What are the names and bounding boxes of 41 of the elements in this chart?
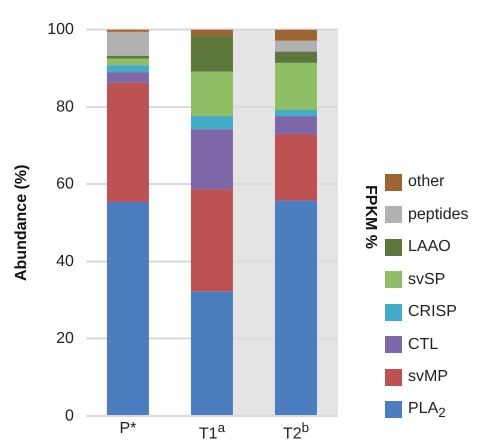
x-tick-label: T2$^{b}$ (282, 420, 310, 444)
bar (274, 200, 317, 415)
bar (190, 36, 233, 72)
bar (106, 56, 149, 59)
legend-label: PLA$_{2}$ (408, 400, 446, 420)
bar (274, 116, 317, 134)
bar (106, 58, 149, 66)
bar (106, 65, 149, 72)
bar (274, 52, 317, 63)
bar (106, 202, 149, 415)
bar (274, 110, 317, 116)
legend-label: LAAO (408, 238, 451, 256)
y-axis-title: Abundance (%) (13, 164, 30, 282)
bar (274, 62, 317, 110)
bar (274, 40, 317, 52)
bar (190, 291, 233, 415)
bar (106, 82, 149, 202)
bar (274, 30, 317, 41)
legend-label: other (408, 173, 444, 192)
bar (190, 189, 233, 292)
bar (106, 32, 149, 56)
bar (274, 134, 317, 200)
legend-label: peptides (408, 206, 468, 224)
x-tick-label: P* (118, 420, 138, 438)
bar (190, 72, 233, 116)
bar (190, 129, 233, 190)
legend-title: FPKM % (361, 184, 379, 251)
bar (106, 72, 149, 83)
y-tick-label: 20 (56, 330, 74, 348)
bar (190, 116, 233, 130)
y-tick-label: 80 (56, 98, 74, 116)
y-tick-label: 60 (56, 176, 74, 193)
y-tick-label: 40 (56, 252, 74, 270)
legend-label: svMP (408, 368, 448, 386)
legend-label: svSP (408, 270, 446, 289)
legend-label: CRISP (408, 303, 457, 322)
x-tick-label: T1$^{a}$ (198, 420, 226, 444)
y-tick-label: 0 (64, 407, 74, 424)
bar (190, 30, 233, 36)
legend-label: CTL (408, 336, 438, 354)
y-tick-label: 100 (47, 21, 74, 38)
